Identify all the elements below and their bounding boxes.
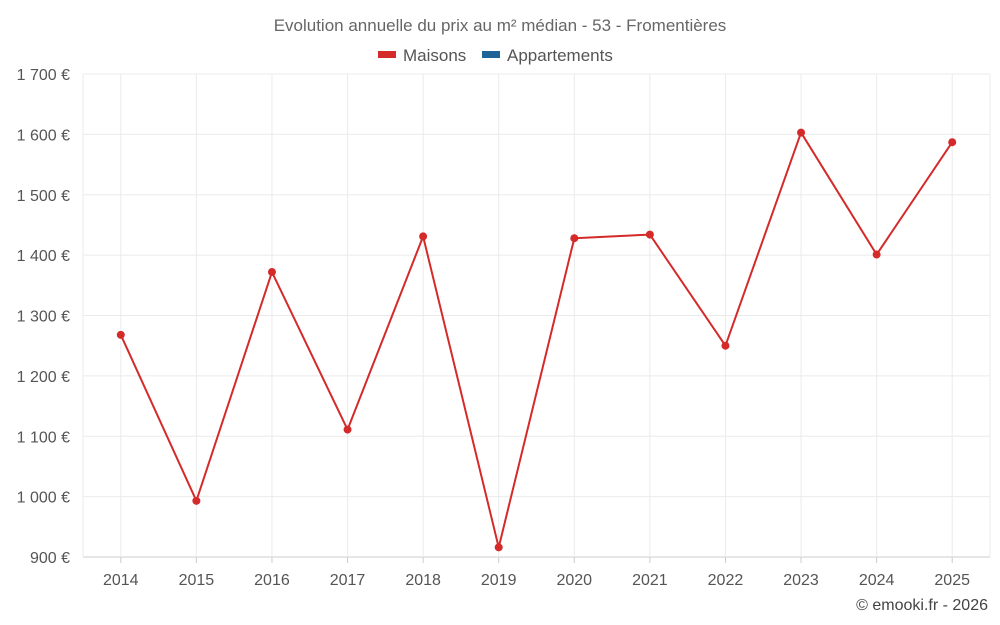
x-tick-label: 2015 (179, 572, 215, 589)
data-point-2025[interactable] (948, 138, 957, 147)
data-point-2014[interactable] (116, 330, 125, 339)
legend-item-appartements[interactable]: Appartements (507, 46, 613, 65)
data-point-2017[interactable] (343, 425, 352, 434)
y-tick-label: 1 700 € (17, 67, 70, 84)
data-point-2021[interactable] (645, 230, 654, 239)
data-point-2016[interactable] (267, 268, 276, 277)
x-tick-label: 2018 (405, 572, 441, 589)
x-tick-label: 2024 (859, 572, 895, 589)
y-tick-label: 1 100 € (17, 429, 70, 446)
x-tick-label: 2025 (934, 572, 970, 589)
y-tick-label: 1 400 € (17, 248, 70, 265)
y-tick-label: 1 500 € (17, 188, 70, 205)
series (116, 128, 957, 552)
x-tick-label: 2014 (103, 572, 139, 589)
y-axis: 900 € 1 000 € 1 100 € 1 200 € 1 300 € 1 400 €… (17, 67, 70, 567)
data-point-2024[interactable] (872, 250, 881, 259)
data-point-2015[interactable] (192, 496, 201, 505)
y-tick-label: 900 € (30, 550, 70, 567)
x-tick-label: 2019 (481, 572, 517, 589)
x-tick-label: 2020 (556, 572, 592, 589)
data-point-2020[interactable] (570, 234, 579, 243)
legend-swatch-maisons (378, 51, 396, 58)
data-point-2019[interactable] (494, 543, 503, 552)
credit-text: © emooki.fr - 2026 (856, 597, 988, 614)
x-tick-label: 2021 (632, 572, 668, 589)
y-tick-label: 1 300 € (17, 309, 70, 326)
x-axis: 2014 2015 2016 2017 2018 2019 2020 2021 2022 2023… (103, 557, 970, 589)
y-tick-label: 1 000 € (17, 490, 70, 507)
x-tick-label: 2017 (330, 572, 366, 589)
series-line-maisons (119, 131, 954, 549)
grid (82, 73, 991, 558)
data-point-2018[interactable] (419, 232, 428, 241)
legend-item-maisons[interactable]: Maisons (403, 46, 466, 65)
data-point-2023[interactable] (797, 128, 806, 137)
chart-title: Evolution annuelle du prix au m² médian … (274, 16, 727, 35)
x-tick-label: 2022 (708, 572, 744, 589)
y-tick-label: 1 600 € (17, 127, 70, 144)
legend-swatch-appartements (482, 51, 500, 58)
legend: Maisons Appartements (378, 46, 613, 65)
x-tick-label: 2016 (254, 572, 290, 589)
y-tick-label: 1 200 € (17, 369, 70, 386)
data-point-2022[interactable] (721, 341, 730, 350)
x-tick-label: 2023 (783, 572, 819, 589)
